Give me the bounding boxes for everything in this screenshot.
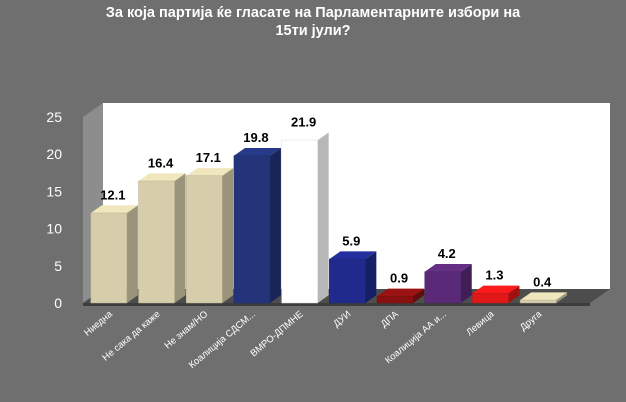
bar [472,293,509,304]
value-label: 0.4 [533,274,552,289]
bar-top [377,288,425,297]
x-tick-label: ДУИ [331,309,353,330]
bar [186,175,223,304]
bar-side [126,205,138,303]
x-tick-label: Друга [518,308,545,333]
bar-side [222,168,234,303]
bar-side [556,292,568,303]
value-label: 0.9 [390,271,408,286]
bar [281,139,318,304]
bar-top [329,251,377,260]
bar-side [460,264,472,303]
bar-top [90,205,138,213]
bar-side [508,285,520,303]
chart-title-line-1: За која партија ќе гласате на Парламента… [105,5,521,21]
value-label: 19.8 [243,130,268,145]
bar-top [138,173,186,181]
y-tick-label: 5 [54,258,62,274]
bar-side [269,147,281,303]
value-label: 17.1 [196,150,221,165]
bar [90,212,128,304]
value-label: 12.1 [100,187,125,202]
y-tick-label: 15 [46,183,62,199]
bar-side [174,173,186,303]
chart-title-line-2: 15ти јули? [275,23,351,39]
y-tick-label: 20 [46,146,62,162]
bar [138,180,175,304]
bar-side [317,132,329,303]
bar-top [281,132,329,141]
bar [376,296,414,304]
bar-top [424,264,472,272]
bar-top [233,147,281,156]
bar-top [186,168,234,176]
y-tick-label: 25 [46,109,62,125]
x-tick-label: Левица [464,308,497,338]
bar [233,155,271,304]
value-label: 21.9 [291,114,316,129]
value-label: 16.4 [148,155,174,170]
bar [424,271,461,304]
y-tick-label: 10 [46,221,62,237]
value-label: 5.9 [342,233,360,248]
y-tick-label: 0 [54,295,62,311]
bar-side [365,251,377,303]
bar [519,299,557,304]
value-label: 4.2 [438,246,456,261]
x-tick-label: ДПА [379,308,402,329]
bar [329,258,366,304]
bar-top [472,285,520,294]
value-label: 1.3 [485,268,503,283]
chart-title: За која партија ќе гласате на Парламента… [0,4,626,40]
x-tick-label: Не знам/НО [162,309,210,352]
bar-side [413,288,425,303]
x-tick-label: Ниедна [82,308,115,338]
bar-top [520,292,568,301]
floor-edge [83,303,590,306]
